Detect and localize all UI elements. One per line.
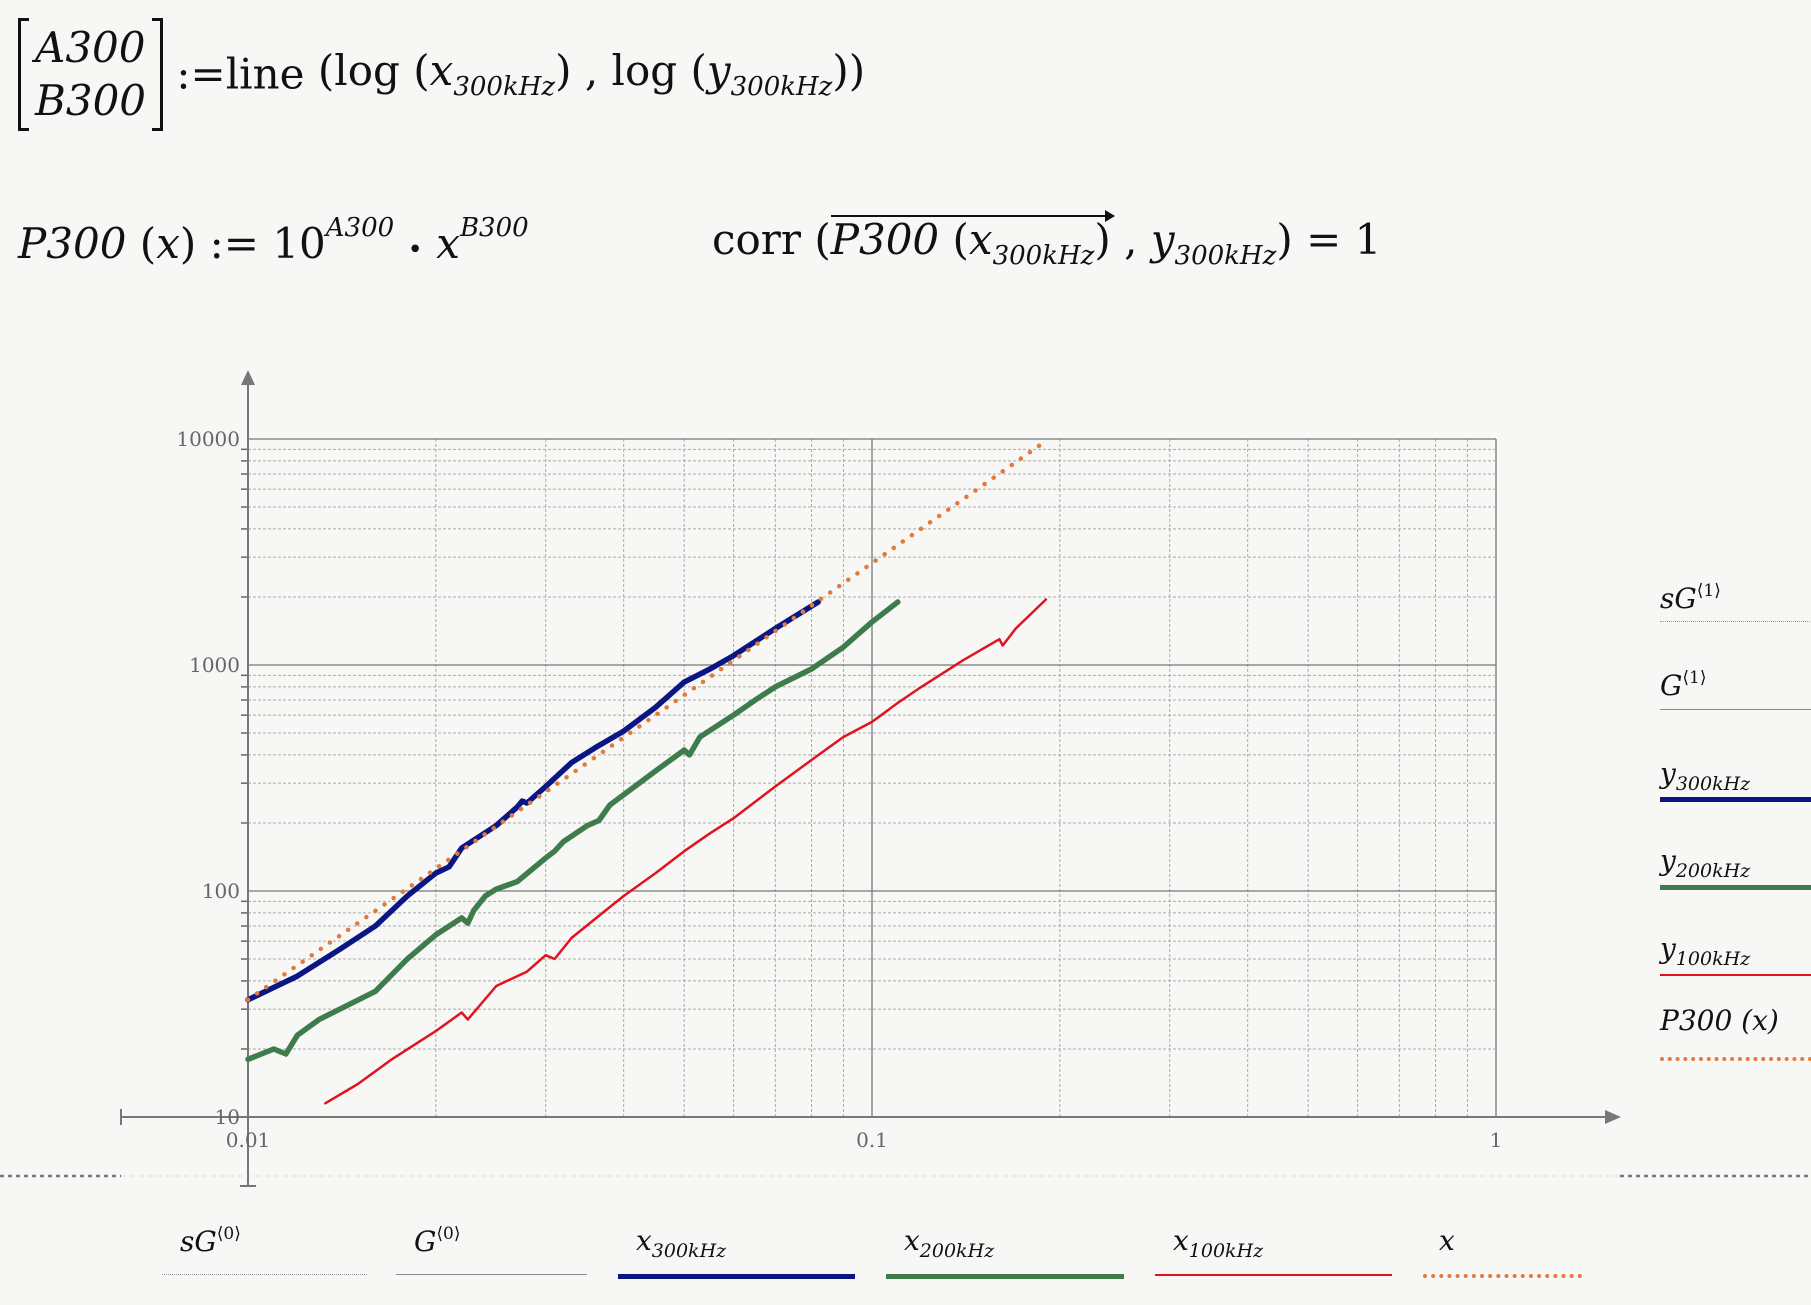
x-tick-label: 0.1 bbox=[856, 1128, 888, 1152]
power-function-formula[interactable]: P300 (x) := 10A300 • xB300 bbox=[18, 213, 529, 268]
y-tick-label: 100 bbox=[202, 879, 240, 903]
legend-line-sample bbox=[886, 1274, 1124, 1279]
legend-line-sample bbox=[1660, 885, 1811, 890]
legend-line-sample bbox=[162, 1274, 367, 1275]
coefficient-matrix: A300 B300 bbox=[18, 18, 164, 131]
x-tick-label: 0.01 bbox=[226, 1128, 271, 1152]
series-y200khz bbox=[245, 599, 901, 1063]
legend-line-sample bbox=[1660, 709, 1811, 710]
legend-label[interactable]: y200kHz bbox=[1660, 844, 1751, 882]
line-fit-formula[interactable]: A300 B300 :=line (log (x300kHz) , log (y3… bbox=[18, 18, 865, 131]
legend-line-sample bbox=[1660, 797, 1811, 802]
x-axis-arrow-icon bbox=[1605, 1110, 1621, 1124]
legend-label[interactable]: y100kHz bbox=[1660, 932, 1751, 970]
legend-label[interactable]: x300kHz bbox=[636, 1224, 727, 1262]
legend-label[interactable]: sG⟨1⟩ bbox=[1660, 581, 1721, 615]
series-line bbox=[324, 598, 1048, 1105]
correlation-formula[interactable]: corr (P300 (x300kHz) , y300kHz) = 1 bbox=[712, 210, 1382, 271]
series-line bbox=[245, 599, 821, 1003]
series-line bbox=[245, 438, 1049, 1003]
y-tick-label: 10 bbox=[215, 1105, 240, 1129]
legend-label[interactable]: G⟨0⟩ bbox=[414, 1224, 461, 1258]
legend-label[interactable]: x200kHz bbox=[904, 1224, 995, 1262]
y-tick-label: 10000 bbox=[176, 427, 240, 451]
legend-line-sample bbox=[396, 1274, 587, 1275]
series-line bbox=[245, 599, 901, 1063]
legend-label[interactable]: x bbox=[1439, 1224, 1455, 1257]
series-p300-x- bbox=[245, 438, 1049, 1003]
vectorize-operator: P300 (x300kHz) bbox=[830, 210, 1115, 271]
series-y300khz bbox=[245, 599, 821, 1003]
legend-line-sample bbox=[1660, 974, 1811, 976]
legend-line-sample bbox=[1660, 1057, 1811, 1061]
series-y100khz bbox=[324, 598, 1048, 1105]
x-tick-label: 1 bbox=[1490, 1128, 1503, 1152]
legend-label[interactable]: P300 (x) bbox=[1660, 1004, 1779, 1037]
legend-label[interactable]: G⟨1⟩ bbox=[1660, 668, 1707, 702]
legend-line-sample bbox=[618, 1274, 855, 1279]
legend-line-sample bbox=[1155, 1274, 1392, 1276]
legend-line-sample bbox=[1660, 621, 1811, 622]
y-tick-label: 1000 bbox=[189, 653, 240, 677]
legend-label[interactable]: y300kHz bbox=[1660, 757, 1751, 795]
y-axis-arrow-icon bbox=[241, 370, 255, 385]
legend-label[interactable]: sG⟨0⟩ bbox=[180, 1224, 241, 1258]
legend-line-sample bbox=[1423, 1274, 1582, 1278]
legend-label[interactable]: x100kHz bbox=[1173, 1224, 1264, 1262]
